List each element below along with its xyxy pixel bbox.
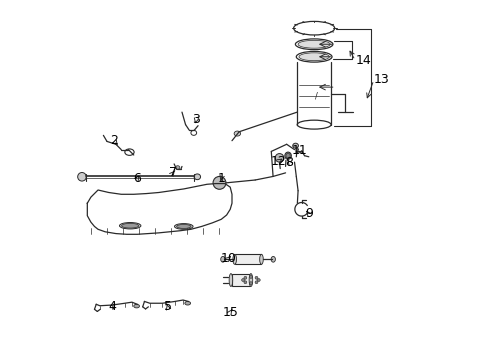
Text: /: / xyxy=(314,91,317,100)
Text: 14: 14 xyxy=(354,54,370,67)
Text: 1: 1 xyxy=(217,172,225,185)
Text: 11: 11 xyxy=(291,144,307,157)
Text: 5: 5 xyxy=(163,300,171,313)
Ellipse shape xyxy=(232,254,236,264)
Circle shape xyxy=(244,281,246,284)
Ellipse shape xyxy=(134,304,139,308)
Text: 2: 2 xyxy=(110,134,118,147)
Ellipse shape xyxy=(176,225,190,228)
Ellipse shape xyxy=(248,274,252,287)
Circle shape xyxy=(257,279,260,282)
Text: 7: 7 xyxy=(169,166,177,179)
Ellipse shape xyxy=(229,274,232,287)
Circle shape xyxy=(255,281,257,284)
Ellipse shape xyxy=(285,152,291,159)
Text: 10: 10 xyxy=(220,252,236,265)
Text: 3: 3 xyxy=(192,113,200,126)
Text: 6: 6 xyxy=(133,172,141,185)
Circle shape xyxy=(78,172,86,181)
Ellipse shape xyxy=(220,256,224,262)
Bar xyxy=(234,254,261,264)
Ellipse shape xyxy=(292,143,298,148)
Ellipse shape xyxy=(298,53,328,61)
Ellipse shape xyxy=(175,166,180,169)
Ellipse shape xyxy=(270,256,275,262)
Circle shape xyxy=(244,276,246,279)
Circle shape xyxy=(249,275,252,278)
Ellipse shape xyxy=(184,301,190,305)
Ellipse shape xyxy=(174,224,193,229)
Text: 15: 15 xyxy=(222,306,238,319)
Ellipse shape xyxy=(122,224,139,228)
Text: 4: 4 xyxy=(108,300,116,313)
Circle shape xyxy=(241,279,244,282)
Circle shape xyxy=(255,276,257,279)
Ellipse shape xyxy=(234,131,240,136)
Text: 9: 9 xyxy=(304,207,312,220)
Bar xyxy=(231,274,249,287)
Ellipse shape xyxy=(285,153,290,158)
Text: 13: 13 xyxy=(373,73,389,86)
Circle shape xyxy=(213,176,225,189)
Circle shape xyxy=(249,282,252,285)
Text: 8: 8 xyxy=(285,156,292,168)
Ellipse shape xyxy=(298,40,329,48)
Ellipse shape xyxy=(259,254,263,264)
Text: 12: 12 xyxy=(270,155,286,168)
Circle shape xyxy=(275,154,283,162)
Ellipse shape xyxy=(194,174,200,180)
Ellipse shape xyxy=(119,222,141,229)
